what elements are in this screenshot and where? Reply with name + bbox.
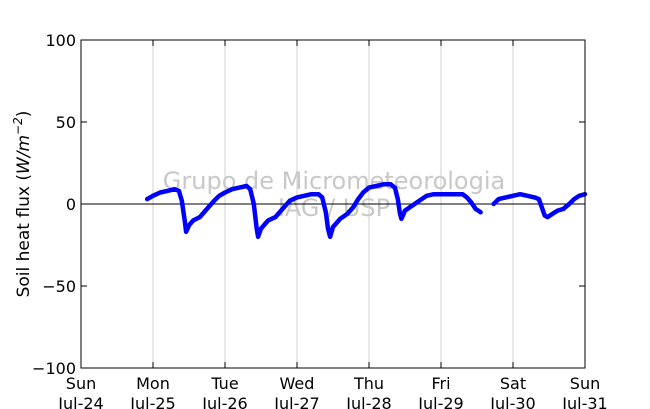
x-tick-label-day: Mon xyxy=(136,374,170,393)
x-tick-label-day: Tue xyxy=(210,374,238,393)
x-tick-label-date: Jul-29 xyxy=(417,394,463,409)
x-tick-label-date: Jul-25 xyxy=(129,394,175,409)
watermark-line: Grupo de Micrometeorologia xyxy=(163,167,505,195)
y-label-suffix: ) xyxy=(14,111,34,118)
y-label-sup: −2 xyxy=(11,117,25,135)
y-axis: −100 −50 0 50 100 xyxy=(32,31,585,378)
y-tick-label: −50 xyxy=(42,277,76,296)
x-tick-label-day: Sun xyxy=(570,374,600,393)
x-tick-label-day: Fri xyxy=(431,374,450,393)
y-axis-label: Soil heat flux (W/m−2) xyxy=(11,111,34,298)
x-tick-label-date: Jul-30 xyxy=(489,394,535,409)
x-tick-label-day: Sun xyxy=(66,374,96,393)
x-tick-label-day: Sat xyxy=(500,374,526,393)
x-tick-label-date: Jul-26 xyxy=(201,394,247,409)
data-series xyxy=(144,182,588,240)
x-axis: SunJul-24MonJul-25TueJul-26WedJul-27ThuJ… xyxy=(57,40,608,409)
y-tick-label: 0 xyxy=(66,195,76,214)
series-line xyxy=(144,182,483,240)
x-tick-label-day: Wed xyxy=(280,374,315,393)
y-label-math: W/m xyxy=(14,135,34,174)
x-tick-label-date: Jul-27 xyxy=(273,394,319,409)
y-tick-label: 100 xyxy=(45,31,76,50)
series-line xyxy=(491,191,588,220)
y-label-prefix: Soil heat flux ( xyxy=(14,174,34,297)
x-tick-label-date: Jul-31 xyxy=(561,394,607,409)
y-tick-label: −100 xyxy=(32,359,76,378)
y-tick-label: 50 xyxy=(56,113,76,132)
x-tick-label-date: Jul-28 xyxy=(345,394,391,409)
x-tick-label-date: Jul-24 xyxy=(57,394,103,409)
x-tick-label-day: Thu xyxy=(353,374,384,393)
